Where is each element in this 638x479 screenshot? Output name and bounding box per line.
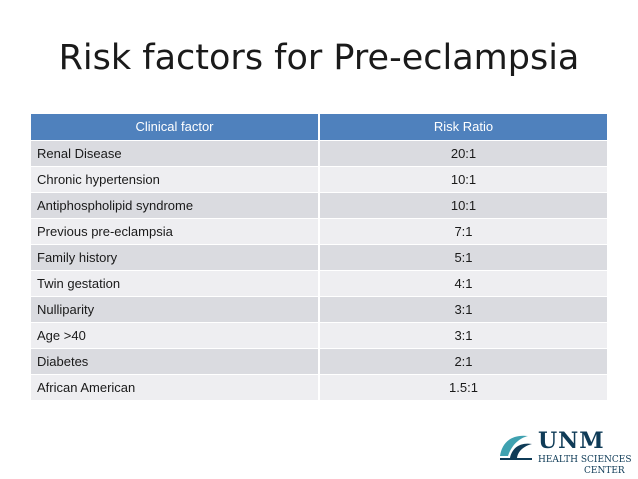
- risk-ratio-cell: 2:1: [319, 348, 607, 375]
- table-row: Renal Disease 20:1: [31, 140, 607, 167]
- risk-ratio-cell: 1.5:1: [319, 374, 607, 401]
- logo-line-1: HEALTH SCIENCES: [538, 455, 632, 465]
- table-row: Chronic hypertension 10:1: [31, 166, 607, 193]
- clinical-factor-cell: Diabetes: [31, 348, 320, 375]
- clinical-factor-cell: Family history: [31, 244, 320, 271]
- risk-ratio-cell: 10:1: [319, 166, 607, 193]
- risk-ratio-cell: 10:1: [319, 192, 607, 219]
- clinical-factor-cell: Nulliparity: [31, 296, 320, 323]
- table-row: Family history 5:1: [31, 244, 607, 271]
- table-row: Twin gestation 4:1: [31, 270, 607, 297]
- logo-name: UNM: [538, 428, 605, 454]
- unm-hsc-logo: UNM HEALTH SCIENCES CENTER: [498, 424, 638, 479]
- table-row: Age >40 3:1: [31, 322, 607, 349]
- risk-ratio-cell: 3:1: [319, 296, 607, 323]
- clinical-factor-cell: Age >40: [31, 322, 320, 349]
- clinical-factor-cell: African American: [31, 374, 320, 401]
- risk-ratio-cell: 3:1: [319, 322, 607, 349]
- slide-title: Risk factors for Pre-eclampsia: [58, 38, 580, 78]
- risk-ratio-cell: 20:1: [319, 140, 607, 167]
- column-header-clinical-factor: Clinical factor: [31, 114, 320, 141]
- column-header-risk-ratio: Risk Ratio: [319, 114, 607, 141]
- logo-line-2: CENTER: [584, 466, 625, 476]
- table-row: Diabetes 2:1: [31, 348, 607, 375]
- risk-ratio-cell: 5:1: [319, 244, 607, 271]
- clinical-factor-cell: Previous pre-eclampsia: [31, 218, 320, 245]
- unm-emblem-icon: [500, 435, 532, 460]
- risk-ratio-cell: 4:1: [319, 270, 607, 297]
- table-row: Previous pre-eclampsia 7:1: [31, 218, 607, 245]
- table-row: Nulliparity 3:1: [31, 296, 607, 323]
- clinical-factor-cell: Twin gestation: [31, 270, 320, 297]
- risk-factor-table: Clinical factor Risk Ratio Renal Disease…: [31, 114, 607, 401]
- clinical-factor-cell: Antiphospholipid syndrome: [31, 192, 320, 219]
- clinical-factor-cell: Chronic hypertension: [31, 166, 320, 193]
- table-header-row: Clinical factor Risk Ratio: [31, 114, 607, 141]
- table-row: African American 1.5:1: [31, 374, 607, 401]
- table-row: Antiphospholipid syndrome 10:1: [31, 192, 607, 219]
- risk-ratio-cell: 7:1: [319, 218, 607, 245]
- clinical-factor-cell: Renal Disease: [31, 140, 320, 167]
